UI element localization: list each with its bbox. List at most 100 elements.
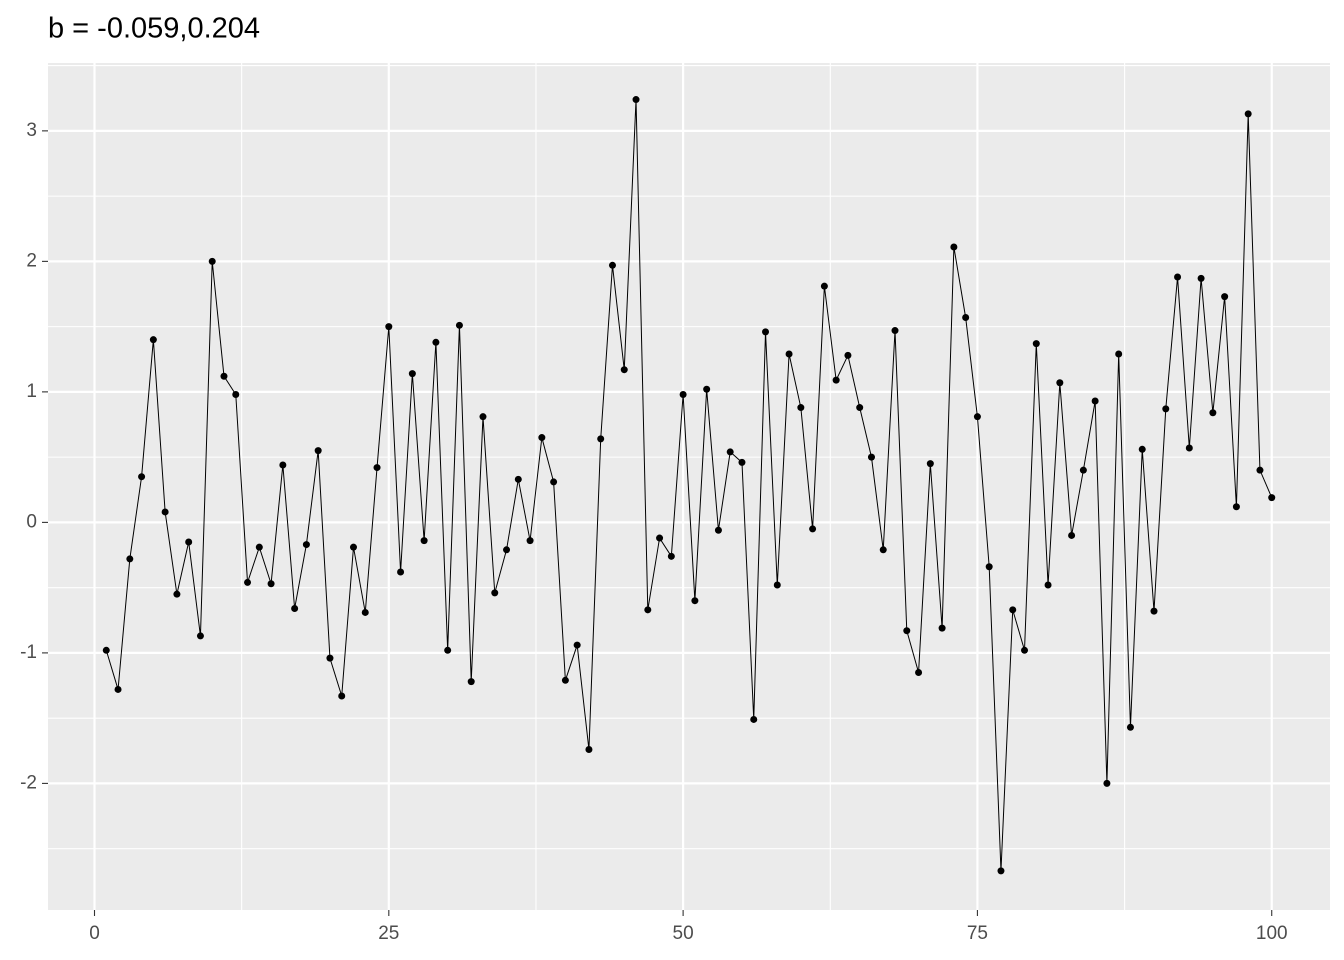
y-tick-label: 1 <box>26 381 37 402</box>
point <box>915 668 923 676</box>
point <box>997 867 1005 875</box>
point <box>479 413 487 421</box>
point <box>1115 350 1123 358</box>
point <box>432 338 440 346</box>
point <box>302 541 310 549</box>
point <box>526 537 534 545</box>
point <box>926 460 934 468</box>
point <box>550 478 558 486</box>
point <box>208 257 216 265</box>
point <box>561 676 569 684</box>
point <box>1244 110 1252 118</box>
point <box>255 543 263 551</box>
point <box>985 563 993 571</box>
point <box>1221 293 1229 301</box>
point <box>703 385 711 393</box>
point <box>962 313 970 321</box>
point <box>397 568 405 576</box>
point <box>361 608 369 616</box>
line <box>105 99 1273 871</box>
point <box>102 646 110 654</box>
point <box>573 641 581 649</box>
point <box>585 745 593 753</box>
y-tick-label: -2 <box>20 772 37 793</box>
point <box>1150 607 1158 615</box>
point <box>420 537 428 545</box>
point <box>161 508 169 516</box>
point <box>138 473 146 481</box>
point <box>785 350 793 358</box>
point <box>691 597 699 605</box>
point <box>1162 405 1170 413</box>
point <box>196 632 204 640</box>
point <box>867 453 875 461</box>
point <box>1009 606 1017 614</box>
point <box>455 321 463 329</box>
point <box>608 261 616 269</box>
point <box>820 282 828 290</box>
point <box>879 546 887 554</box>
point <box>973 413 981 421</box>
point <box>620 366 628 374</box>
point <box>1103 779 1111 787</box>
point <box>349 543 357 551</box>
point <box>503 546 511 554</box>
point <box>844 351 852 359</box>
x-tick-label: 50 <box>673 923 694 944</box>
point <box>126 555 134 563</box>
point <box>1174 273 1182 281</box>
point <box>267 580 275 588</box>
plot-panel <box>48 63 1330 910</box>
point <box>1256 466 1264 474</box>
point <box>903 627 911 635</box>
point <box>244 578 252 586</box>
point <box>173 590 181 598</box>
point <box>1091 397 1099 405</box>
point <box>314 447 322 455</box>
point <box>667 552 675 560</box>
point <box>385 323 393 331</box>
point <box>408 370 416 378</box>
point <box>149 336 157 344</box>
point <box>726 448 734 456</box>
chart-title: b = -0.059,0.204 <box>48 13 260 45</box>
x-tick-label: 0 <box>89 923 100 944</box>
point <box>714 526 722 534</box>
point <box>1268 494 1276 502</box>
point <box>1126 723 1134 731</box>
point <box>656 534 664 542</box>
point <box>1185 444 1193 452</box>
point <box>1032 340 1040 348</box>
point <box>279 461 287 469</box>
point <box>232 390 240 398</box>
point <box>1021 646 1029 654</box>
point <box>538 434 546 442</box>
point <box>1068 531 1076 539</box>
point <box>373 464 381 472</box>
point <box>644 606 652 614</box>
point <box>1138 445 1146 453</box>
point <box>679 390 687 398</box>
point <box>1044 581 1052 589</box>
y-tick-label: 0 <box>26 511 37 532</box>
point <box>632 96 640 104</box>
point <box>597 435 605 443</box>
point <box>1079 466 1087 474</box>
point <box>1232 503 1240 511</box>
y-tick-label: -1 <box>20 642 37 663</box>
point <box>291 605 299 613</box>
point <box>797 404 805 412</box>
point <box>1209 409 1217 417</box>
point <box>750 715 758 723</box>
point <box>114 685 122 693</box>
point <box>738 458 746 466</box>
point <box>832 376 840 384</box>
x-tick-label: 25 <box>378 923 399 944</box>
point <box>467 678 475 686</box>
point <box>444 646 452 654</box>
point <box>891 327 899 335</box>
point <box>220 372 228 380</box>
point <box>338 692 346 700</box>
point <box>773 581 781 589</box>
